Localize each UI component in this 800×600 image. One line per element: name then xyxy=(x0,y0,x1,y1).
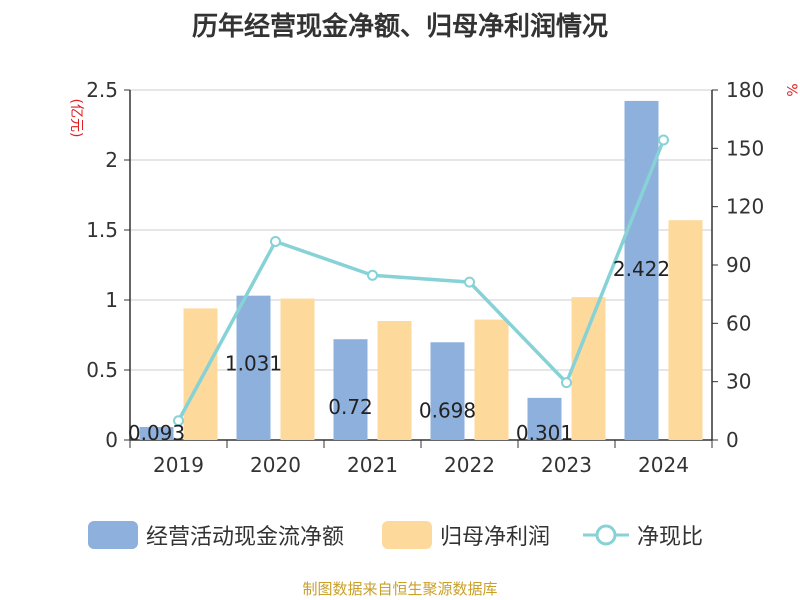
line-ratio xyxy=(176,139,666,422)
point-ratio xyxy=(561,377,572,389)
bar-cashflow xyxy=(430,342,465,440)
y-left-unit: (亿元) xyxy=(68,99,84,138)
y-left-tick-label: 2.5 xyxy=(86,78,118,102)
data-label-cashflow: 0.72 xyxy=(328,395,373,419)
bar-net-profit xyxy=(474,319,509,440)
bar-cashflow xyxy=(624,100,659,441)
x-tick-label: 2021 xyxy=(347,453,398,477)
point-ratio xyxy=(173,415,184,427)
y-right-tick-label: 60 xyxy=(726,311,751,335)
bar-net-profit xyxy=(183,308,218,440)
chart-title: 历年经营现金净额、归母净利润情况 xyxy=(191,12,608,42)
legend-line-icon xyxy=(583,524,629,546)
y-right-tick-label: 90 xyxy=(726,253,751,277)
bar-cashflow xyxy=(139,426,174,440)
y-right-tick-label: 180 xyxy=(726,78,764,102)
bar-net-profit xyxy=(377,321,412,440)
y-right-unit: % xyxy=(783,83,799,96)
bar-cashflow xyxy=(527,397,562,440)
bar-cashflow xyxy=(333,339,368,440)
legend-item-cashflow[interactable]: 经营活动现金流净额 xyxy=(88,515,344,555)
point-ratio xyxy=(658,134,669,146)
legend-label-net-profit: 归母净利润 xyxy=(440,525,551,550)
data-label-cashflow: 2.422 xyxy=(613,257,670,281)
y-left-tick-label: 2 xyxy=(105,148,118,172)
point-ratio xyxy=(367,269,378,281)
y-right-tick-label: 120 xyxy=(726,195,764,219)
data-label-cashflow: 0.093 xyxy=(128,421,185,445)
legend-item-ratio[interactable]: 净现比 xyxy=(583,515,703,555)
y-right-tick-label: 150 xyxy=(726,136,764,160)
bar-cashflow xyxy=(236,295,271,440)
legend-swatch-net-profit xyxy=(382,521,432,549)
source-note: 制图数据来自恒生聚源数据库 xyxy=(302,580,498,598)
y-left-tick-label: 1 xyxy=(105,288,118,312)
x-tick-label: 2022 xyxy=(444,453,495,477)
bar-net-profit xyxy=(571,297,606,440)
y-right-tick-label: 0 xyxy=(726,428,739,452)
data-label-cashflow: 0.698 xyxy=(419,398,476,422)
legend-label-ratio: 净现比 xyxy=(637,525,704,550)
y-left-tick-label: 0.5 xyxy=(86,358,118,382)
legend: 经营活动现金流净额 归母净利润 净现比 xyxy=(0,515,800,555)
y-left-tick-label: 1.5 xyxy=(86,218,118,242)
x-tick-label: 2023 xyxy=(541,453,592,477)
point-ratio xyxy=(270,235,281,247)
data-label-cashflow: 0.301 xyxy=(516,421,573,445)
x-tick-label: 2019 xyxy=(153,453,204,477)
legend-swatch-cashflow xyxy=(88,521,138,549)
x-tick-label: 2024 xyxy=(638,453,689,477)
data-label-cashflow: 1.031 xyxy=(225,352,282,376)
legend-label-cashflow: 经营活动现金流净额 xyxy=(146,525,345,550)
bar-net-profit xyxy=(668,220,703,440)
bar-net-profit xyxy=(280,298,315,440)
legend-item-net-profit[interactable]: 归母净利润 xyxy=(382,515,550,555)
y-right-tick-label: 30 xyxy=(726,370,751,394)
x-tick-label: 2020 xyxy=(250,453,301,477)
y-left-tick-label: 0 xyxy=(105,428,118,452)
point-ratio xyxy=(464,276,475,288)
